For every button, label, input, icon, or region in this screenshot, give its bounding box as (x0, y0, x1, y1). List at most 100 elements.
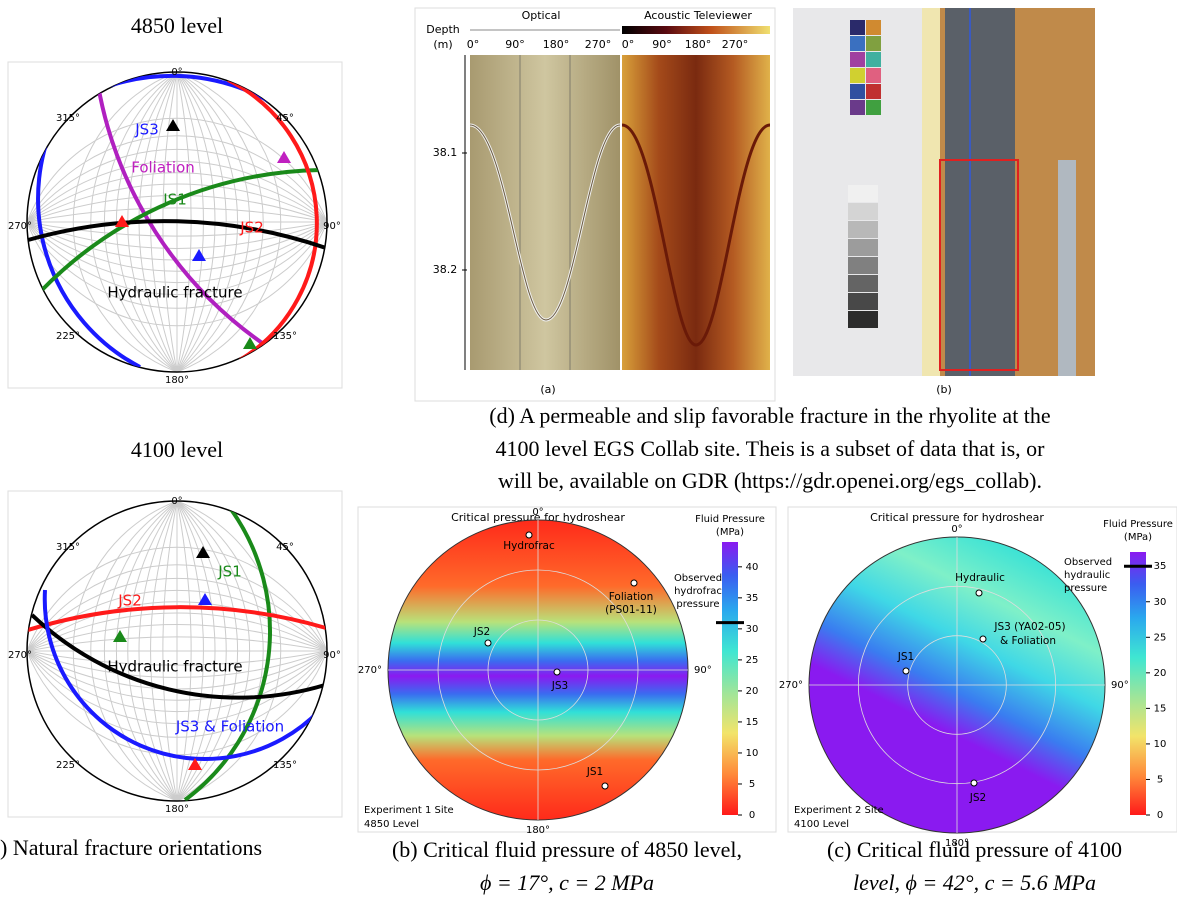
site-label: 4850 Level (364, 819, 419, 830)
azimuth-label: 315° (56, 113, 80, 124)
observed-label: hydraulic (1064, 570, 1110, 581)
tick-label: 270° (585, 38, 612, 51)
caption: (c) Critical fluid pressure of 4100 (827, 837, 1122, 862)
gray-patch (848, 257, 878, 274)
point-label: Hydrofrac (503, 540, 555, 552)
tick-label: 38.2 (433, 263, 458, 276)
color-patch (850, 20, 865, 35)
caption: will be, available on GDR (https://gdr.o… (498, 468, 1042, 493)
subpanel-label: (a) (540, 383, 555, 396)
azimuth-label: 315° (56, 542, 80, 553)
point-label: Foliation (609, 591, 653, 603)
colorbar-title: Fluid Pressure (695, 514, 765, 525)
panel-title: 4850 level (131, 13, 223, 38)
tick-label: 0 (749, 810, 755, 821)
structure-label: JS3 & Foliation (175, 718, 284, 736)
tick-label: 38.1 (433, 146, 458, 159)
caption: (d) A permeable and slip favorable fract… (489, 403, 1050, 428)
caption: level, ϕ = 42°, c = 5.6 MPa (853, 870, 1096, 895)
tick-label: 25 (746, 655, 759, 666)
plot-title: Critical pressure for hydroshear (870, 511, 1044, 524)
ruler (922, 8, 940, 376)
tick-label: 0° (467, 38, 480, 51)
tick-label: 30 (746, 624, 759, 635)
observed-label: pressure (676, 599, 719, 610)
colorscale (622, 26, 770, 34)
gray-patch (848, 293, 878, 310)
tick-label: 90° (652, 38, 672, 51)
azimuth-label: 270° (8, 221, 32, 232)
structure-label: Hydraulic fracture (107, 658, 242, 676)
azimuth-label: 0° (171, 496, 182, 507)
colorbar-title: (MPa) (1124, 532, 1152, 543)
site-label: Experiment 2 Site (794, 805, 884, 816)
colorbar-title: Fluid Pressure (1103, 519, 1173, 530)
tick-label: 0 (1157, 810, 1163, 821)
tick-label: 15 (746, 717, 759, 728)
tick-label: 40 (746, 562, 759, 573)
point-label: Hydraulic (955, 572, 1005, 584)
azimuth-label: 90° (323, 221, 341, 232)
tick-label: 180° (543, 38, 570, 51)
azimuth-label: 0° (951, 524, 962, 535)
gray-patch (848, 221, 878, 238)
color-patch (866, 36, 881, 51)
observed-label: Observed (1064, 557, 1112, 568)
tick-label: 10 (1154, 739, 1167, 750)
color-patch (850, 84, 865, 99)
fracture-point (976, 590, 982, 596)
structure-label: Hydraulic fracture (107, 284, 242, 302)
tick-label: 5 (749, 779, 755, 790)
tick-label: 20 (1154, 668, 1167, 679)
azimuth-label: 180° (165, 375, 189, 386)
colorbar (722, 542, 738, 815)
fracture-point (554, 669, 560, 675)
fracture-point (971, 780, 977, 786)
fracture-point (903, 668, 909, 674)
azimuth-label: 90° (694, 665, 712, 676)
tick-label: 270° (722, 38, 749, 51)
structure-label: JS2 (239, 219, 264, 237)
structure-label: JS2 (117, 592, 142, 610)
point-label: JS3 (YA02-05) (993, 621, 1065, 633)
tick-label: 35 (1154, 561, 1167, 572)
structure-label: Foliation (131, 159, 195, 177)
tick-label: 10 (746, 748, 759, 759)
gray-patch (848, 239, 878, 256)
gray-patch (848, 311, 878, 328)
ruler (1058, 160, 1076, 376)
gray-patch (848, 275, 878, 292)
log-title: Acoustic Televiewer (644, 9, 752, 22)
observed-label: Observed (674, 573, 722, 584)
fracture-point (631, 580, 637, 586)
structure-label: JS3 (134, 121, 159, 139)
azimuth-label: 135° (273, 760, 297, 771)
point-label: JS3 (551, 680, 568, 692)
color-patch (850, 36, 865, 51)
tick-label: 0° (622, 38, 635, 51)
tick-label: 15 (1154, 703, 1167, 714)
caption: ) Natural fracture orientations (0, 835, 262, 860)
azimuth-label: 270° (779, 680, 803, 691)
azimuth-label: 45° (276, 542, 294, 553)
azimuth-label: 225° (56, 331, 80, 342)
color-patch (850, 100, 865, 115)
structure-label: JS1 (217, 563, 242, 581)
tick-label: 25 (1154, 632, 1167, 643)
core (945, 8, 1015, 376)
azimuth-label: 225° (56, 760, 80, 771)
color-patch (866, 52, 881, 67)
color-patch (866, 20, 881, 35)
tick-label: 35 (746, 593, 759, 604)
azimuth-label: 90° (1111, 680, 1129, 691)
axis-label: Depth (426, 23, 460, 36)
caption: (b) Critical fluid pressure of 4850 leve… (392, 837, 742, 862)
fracture-point (526, 532, 532, 538)
point-label: (PS01-11) (605, 604, 657, 616)
color-patch (866, 84, 881, 99)
subpanel-label: (b) (936, 383, 952, 396)
point-label: JS1 (586, 766, 603, 778)
observed-label: pressure (1064, 583, 1107, 594)
colorbar (1130, 552, 1146, 815)
axis-label: (m) (433, 38, 452, 51)
